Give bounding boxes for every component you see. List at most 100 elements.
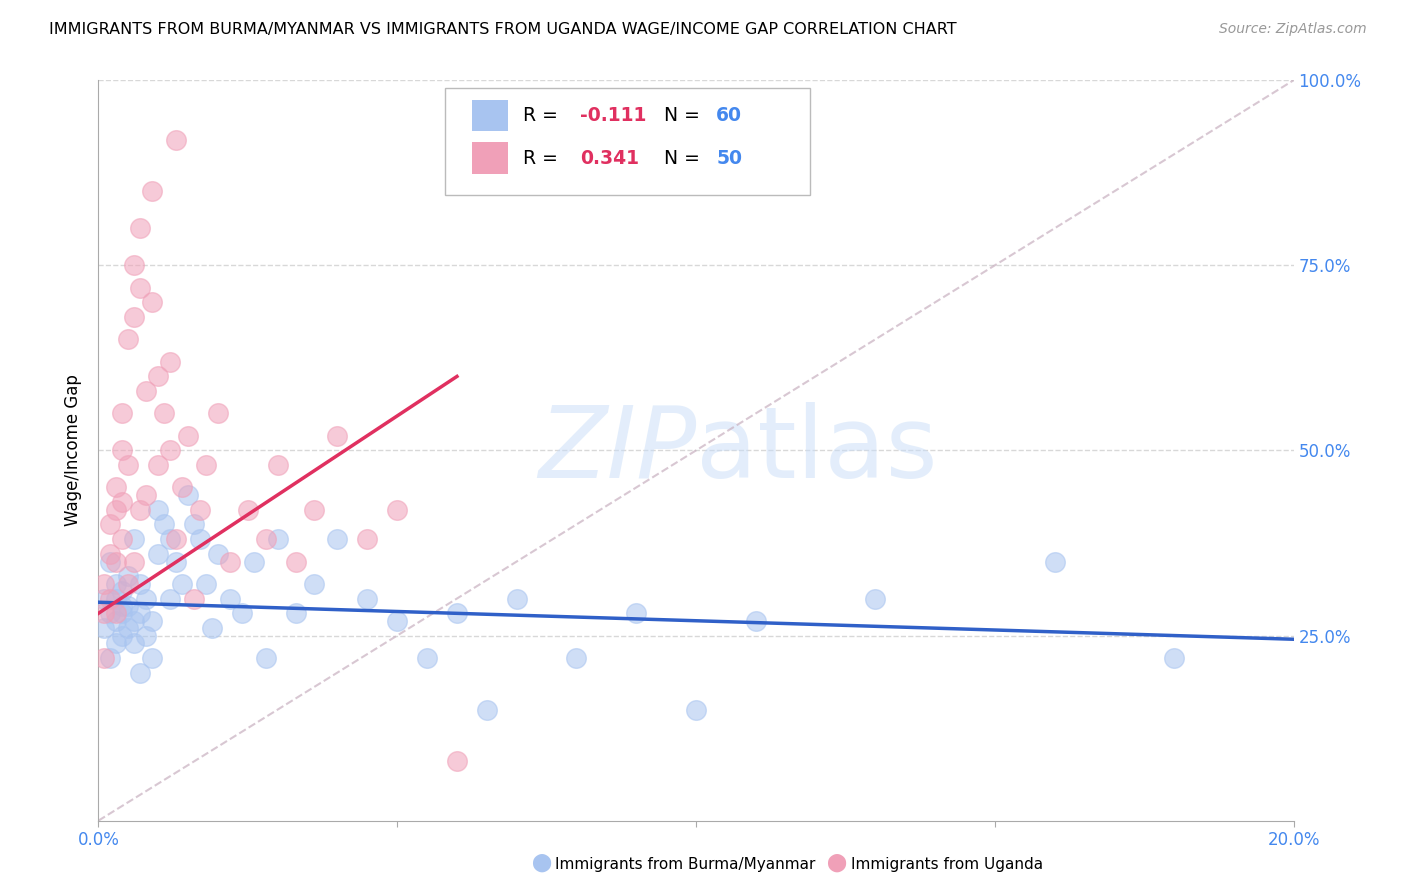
Point	[219, 555, 242, 569]
Point	[117, 458, 139, 473]
Point	[267, 458, 290, 473]
Y-axis label: Wage/Income Gap: Wage/Income Gap	[65, 375, 83, 526]
Point	[385, 502, 409, 516]
Point	[626, 607, 648, 621]
Point	[148, 458, 170, 473]
Point	[254, 650, 277, 665]
Point	[153, 407, 176, 421]
Point	[865, 591, 887, 606]
Point	[93, 576, 115, 591]
Text: ⬤: ⬤	[531, 854, 551, 872]
Point	[177, 428, 200, 442]
Point	[105, 480, 128, 494]
Point	[302, 576, 325, 591]
Point	[159, 354, 181, 368]
Point	[141, 184, 163, 198]
Point	[188, 502, 211, 516]
Point	[207, 407, 229, 421]
Point	[135, 628, 157, 642]
Point	[93, 591, 115, 606]
Point	[236, 502, 259, 516]
Point	[117, 599, 139, 613]
Point	[385, 614, 409, 628]
Point	[153, 517, 176, 532]
Text: N =: N =	[664, 105, 706, 125]
Point	[148, 502, 170, 516]
Point	[416, 650, 439, 665]
Point	[98, 555, 122, 569]
Point	[685, 703, 707, 717]
Point	[356, 533, 378, 547]
Text: Source: ZipAtlas.com: Source: ZipAtlas.com	[1219, 22, 1367, 37]
Point	[124, 636, 146, 650]
Point	[446, 755, 468, 769]
Point	[117, 332, 139, 346]
Point	[1043, 555, 1066, 569]
Point	[159, 533, 181, 547]
Point	[284, 607, 307, 621]
Point	[98, 591, 122, 606]
Text: ZIP: ZIP	[537, 402, 696, 499]
Point	[183, 591, 205, 606]
Text: R =: R =	[523, 148, 564, 168]
Point	[565, 650, 588, 665]
Text: 0.341: 0.341	[581, 148, 640, 168]
Point	[141, 614, 163, 628]
Point	[93, 621, 115, 635]
Point	[165, 533, 187, 547]
Point	[135, 488, 157, 502]
Point	[172, 576, 194, 591]
Text: -0.111: -0.111	[581, 105, 647, 125]
Point	[105, 607, 128, 621]
Point	[111, 533, 134, 547]
Point	[195, 458, 218, 473]
Point	[129, 280, 152, 294]
Point	[98, 547, 122, 561]
Point	[111, 628, 134, 642]
Point	[124, 533, 146, 547]
Point	[219, 591, 242, 606]
Point	[111, 495, 134, 509]
Point	[105, 636, 128, 650]
Point	[165, 132, 187, 146]
Point	[141, 295, 163, 310]
Text: ⬤: ⬤	[827, 854, 846, 872]
Point	[326, 428, 349, 442]
Point	[111, 407, 134, 421]
Text: atlas: atlas	[696, 402, 938, 499]
Point	[93, 607, 115, 621]
Point	[129, 665, 152, 680]
Point	[254, 533, 277, 547]
Point	[188, 533, 211, 547]
Point	[135, 591, 157, 606]
Point	[141, 650, 163, 665]
Point	[159, 443, 181, 458]
Point	[93, 650, 115, 665]
Point	[475, 703, 498, 717]
Text: R =: R =	[523, 105, 564, 125]
Text: Immigrants from Uganda: Immigrants from Uganda	[851, 857, 1043, 872]
Point	[302, 502, 325, 516]
Point	[124, 555, 146, 569]
Point	[129, 607, 152, 621]
FancyBboxPatch shape	[472, 100, 509, 130]
Point	[111, 599, 134, 613]
Point	[207, 547, 229, 561]
Point	[105, 555, 128, 569]
Point	[98, 607, 122, 621]
Point	[105, 576, 128, 591]
Point	[267, 533, 290, 547]
Point	[148, 369, 170, 384]
Text: 50: 50	[716, 148, 742, 168]
Point	[243, 555, 266, 569]
Text: N =: N =	[664, 148, 706, 168]
Text: IMMIGRANTS FROM BURMA/MYANMAR VS IMMIGRANTS FROM UGANDA WAGE/INCOME GAP CORRELAT: IMMIGRANTS FROM BURMA/MYANMAR VS IMMIGRA…	[49, 22, 957, 37]
Point	[111, 584, 134, 599]
Point	[129, 221, 152, 235]
Point	[1163, 650, 1185, 665]
Point	[356, 591, 378, 606]
Point	[446, 607, 468, 621]
Point	[326, 533, 349, 547]
Point	[105, 591, 128, 606]
Point	[111, 443, 134, 458]
